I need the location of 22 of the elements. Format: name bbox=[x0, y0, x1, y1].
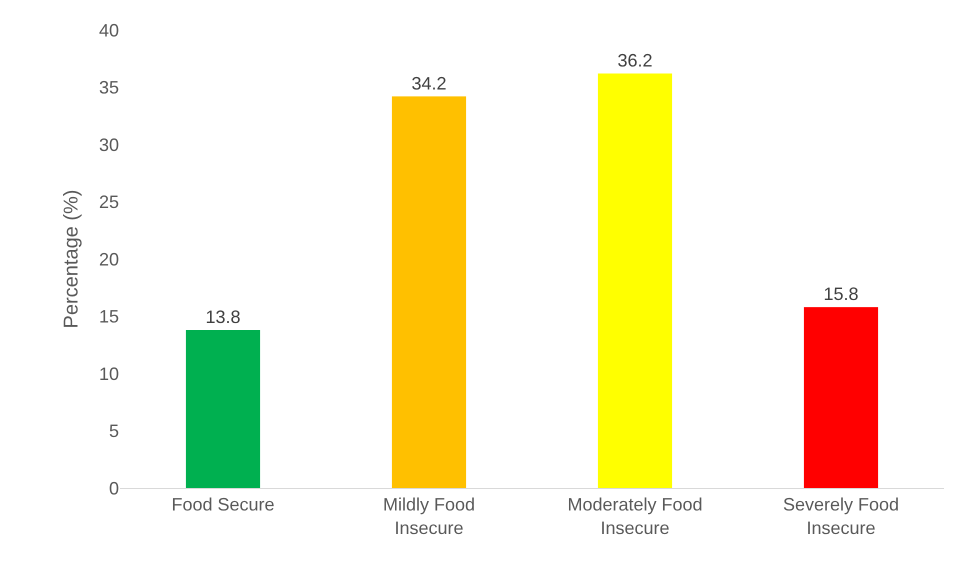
y-tick-label: 30 bbox=[98, 134, 119, 155]
y-axis-title: Percentage (%) bbox=[60, 190, 82, 328]
bar bbox=[186, 330, 260, 488]
bar bbox=[804, 307, 878, 488]
x-tick-label: Severely Food Insecure bbox=[782, 494, 900, 538]
y-tick-label: 10 bbox=[98, 364, 119, 384]
x-tick-label: Moderately Food Insecure bbox=[567, 494, 703, 538]
y-tick-label: 15 bbox=[98, 306, 119, 327]
y-tick-label: 0 bbox=[108, 478, 119, 498]
data-label: 15.8 bbox=[823, 284, 859, 304]
x-tick-label: Food Secure bbox=[171, 494, 275, 515]
bar bbox=[598, 74, 672, 488]
data-label: 34.2 bbox=[411, 73, 447, 94]
y-tick-label: 40 bbox=[98, 20, 119, 40]
y-tick-label: 20 bbox=[98, 249, 119, 270]
bar bbox=[392, 96, 466, 488]
data-label: 36.2 bbox=[617, 50, 653, 71]
y-tick-label: 25 bbox=[98, 192, 119, 212]
x-tick-label: Mildly Food Insecure bbox=[382, 494, 476, 538]
data-label: 13.8 bbox=[205, 306, 241, 327]
y-tick-label: 35 bbox=[98, 78, 119, 98]
y-tick-label: 5 bbox=[108, 421, 119, 442]
